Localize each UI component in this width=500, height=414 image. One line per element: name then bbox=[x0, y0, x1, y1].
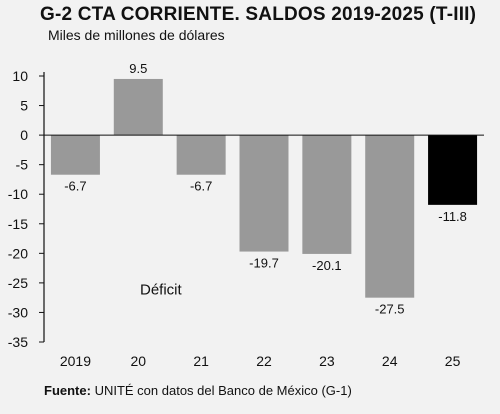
value-labels: -6.7 9.5 -6.7 -19.7 -20.1 -27.5 -11.8 bbox=[64, 61, 467, 317]
bar bbox=[365, 135, 415, 298]
x-tick-label: 2019 bbox=[60, 353, 91, 369]
y-tick-label: -15 bbox=[8, 216, 28, 232]
y-axis: 10 5 0 -5 -10 -15 -20 -25 -30 -35 bbox=[8, 68, 44, 350]
chart-subtitle: Miles de millones de dólares bbox=[48, 27, 225, 43]
y-tick-label: 5 bbox=[20, 98, 28, 114]
bar bbox=[176, 135, 226, 175]
value-label: -19.7 bbox=[249, 256, 279, 271]
chart-title: G-2 CTA CORRIENTE. SALDOS 2019-2025 (T-I… bbox=[40, 4, 477, 25]
source-text: UNITÉ con datos del Banco de México (G-1… bbox=[90, 383, 352, 398]
deficit-annotation: Déficit bbox=[140, 282, 183, 299]
value-label: 9.5 bbox=[129, 61, 147, 76]
y-tick-label: -30 bbox=[8, 304, 28, 320]
x-tick-label: 23 bbox=[319, 353, 335, 369]
bar bbox=[50, 135, 100, 175]
y-tick-label: 10 bbox=[12, 68, 28, 84]
x-tick-label: 25 bbox=[445, 353, 461, 369]
y-tick-label: -25 bbox=[8, 275, 28, 291]
value-label: -6.7 bbox=[64, 179, 86, 194]
x-tick-label: 21 bbox=[193, 353, 209, 369]
bar bbox=[113, 78, 163, 136]
y-tick-label: -20 bbox=[8, 245, 28, 261]
source-note: Fuente: UNITÉ con datos del Banco de Méx… bbox=[44, 383, 352, 398]
y-tick-label: -5 bbox=[16, 157, 29, 173]
x-tick-label: 20 bbox=[130, 353, 146, 369]
x-tick-label: 22 bbox=[256, 353, 272, 369]
x-axis: 2019 20 21 22 23 24 25 bbox=[60, 353, 461, 369]
value-label: -11.8 bbox=[438, 209, 467, 224]
bar bbox=[302, 135, 352, 254]
y-tick-label: -10 bbox=[8, 186, 28, 202]
bar bbox=[239, 135, 289, 252]
y-tick-label: 0 bbox=[20, 127, 28, 143]
source-label: Fuente: bbox=[44, 383, 91, 398]
y-tick-label: -35 bbox=[8, 334, 28, 350]
x-tick-label: 24 bbox=[382, 353, 398, 369]
bar bbox=[428, 135, 478, 205]
value-label: -27.5 bbox=[375, 302, 405, 317]
value-label: -20.1 bbox=[312, 258, 342, 273]
value-label: -6.7 bbox=[190, 179, 212, 194]
bars bbox=[50, 78, 478, 298]
